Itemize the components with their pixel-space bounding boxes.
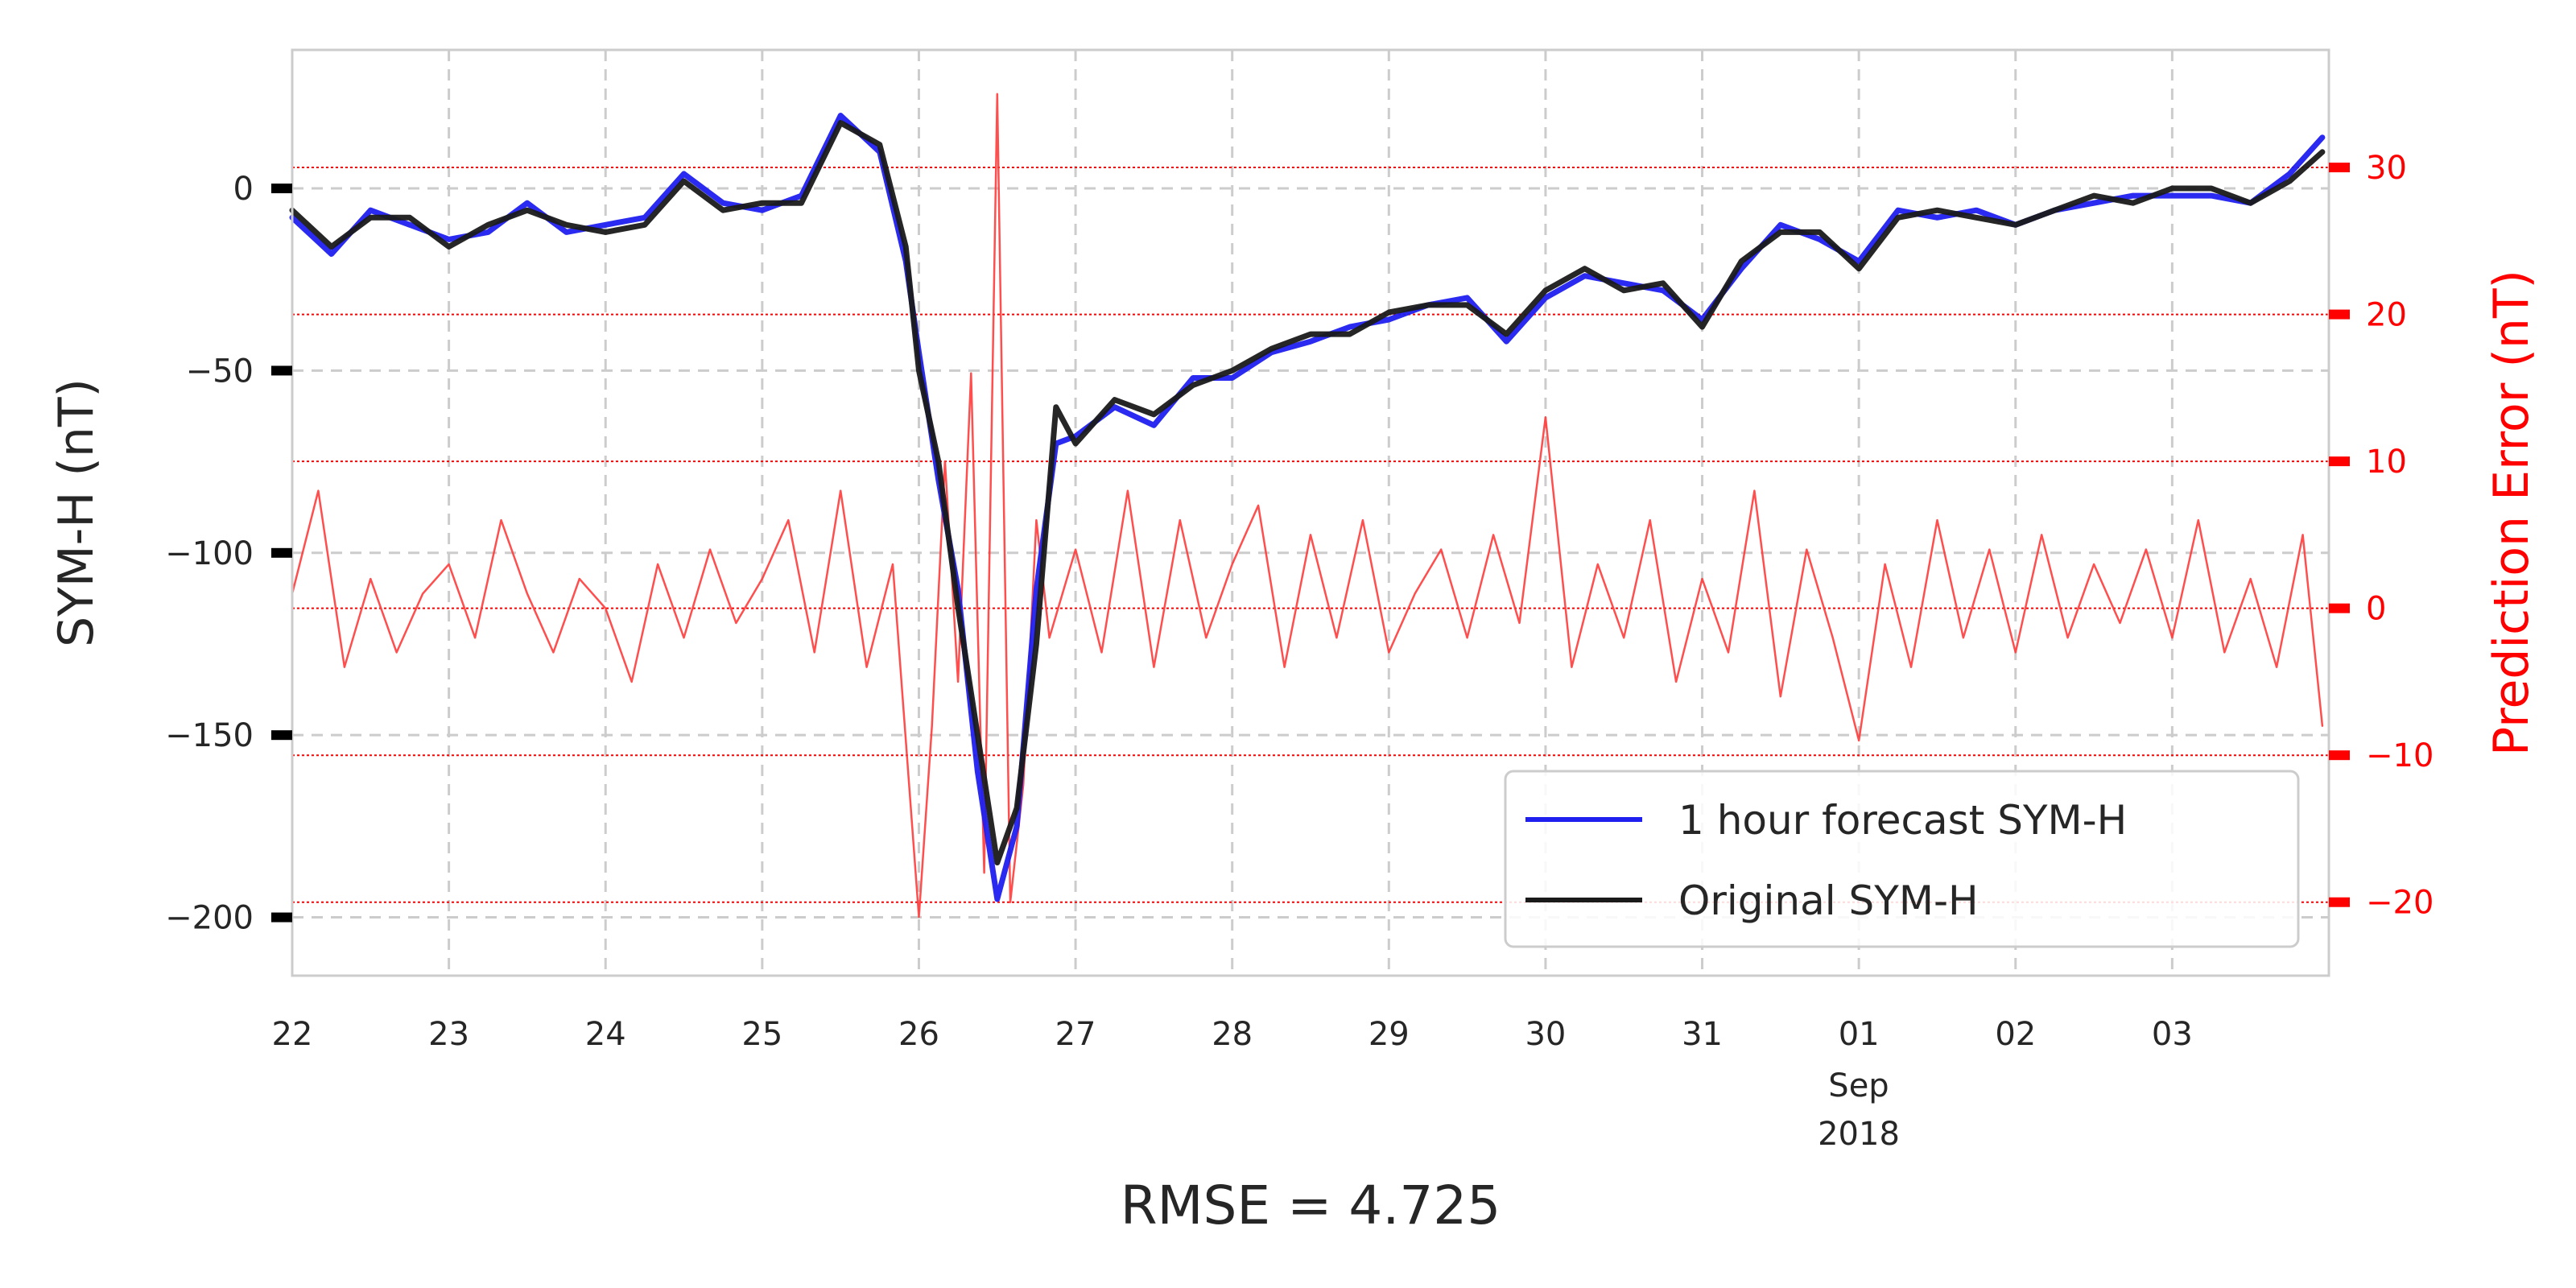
x-tick-label-24: 24	[585, 1016, 626, 1053]
x-tick-label-01: 01	[1839, 1016, 1880, 1053]
y2-tick-mark--10	[2329, 750, 2350, 761]
y-axis-ticks: 0 −50 −100 −150 −200	[165, 171, 292, 937]
x-tick-label-25: 25	[741, 1016, 782, 1053]
y-tick-label-0: 0	[233, 171, 254, 208]
x-tick-label-23: 23	[428, 1016, 469, 1053]
x-tick-label-22: 22	[272, 1016, 313, 1053]
y-tick-mark-0	[271, 184, 292, 194]
legend-label-forecast: 1 hour forecast SYM-H	[1678, 797, 2127, 844]
y2-tick-mark--20	[2329, 897, 2350, 907]
y-tick-label--100: −100	[165, 535, 254, 572]
y-tick-mark--200	[271, 912, 292, 923]
y2-tick-label-30: 30	[2366, 150, 2407, 187]
grid-lines	[292, 50, 2329, 976]
y2-axis-ticks: 30 20 10 0 −10 −20	[2329, 150, 2434, 922]
y-tick-label--50: −50	[186, 353, 254, 390]
legend-label-original: Original SYM-H	[1678, 877, 1979, 924]
x-tick-label-02: 02	[1995, 1016, 2036, 1053]
y2-tick-mark-20	[2329, 309, 2350, 320]
y2-tick-mark-30	[2329, 163, 2350, 173]
x-tick-label-31: 31	[1682, 1016, 1723, 1053]
series-line-1	[289, 120, 2326, 866]
y2-axis-title: Prediction Error (nT)	[2483, 270, 2540, 756]
series-line-2	[291, 93, 2324, 919]
y2-tick-label-0: 0	[2366, 591, 2386, 628]
legend: 1 hour forecast SYM-H Original SYM-H	[1504, 770, 2300, 948]
y-tick-label--200: −200	[165, 900, 254, 937]
y2-tick-mark-10	[2329, 456, 2350, 467]
x-axis-title: RMSE = 4.725	[1121, 1174, 1501, 1236]
x-tick-label-26: 26	[898, 1016, 939, 1053]
x-axis-ticks: 22 23 24 25 26 27 28 29 30 31 01 02 03	[272, 1016, 2193, 1053]
x-tick-label-27: 27	[1055, 1016, 1096, 1053]
x-tick-label-03: 03	[2152, 1016, 2193, 1053]
x-sublabel-year: 2018	[1818, 1116, 1900, 1153]
plot-frame	[291, 48, 2330, 977]
legend-box	[1504, 770, 2300, 948]
x-tick-label-30: 30	[1525, 1016, 1566, 1053]
y2-tick-mark-0	[2329, 603, 2350, 613]
y2-tick-label-10: 10	[2366, 444, 2407, 481]
y2-tick-label--20: −20	[2366, 885, 2434, 922]
y-axis-title: SYM-H (nT)	[48, 378, 105, 647]
x-tick-label-28: 28	[1212, 1016, 1253, 1053]
y-tick-mark--150	[271, 730, 292, 741]
y-tick-mark--100	[271, 547, 292, 558]
x-sublabel-month: Sep	[1828, 1067, 1889, 1104]
y-tick-label--150: −150	[165, 717, 254, 754]
series-layer	[289, 93, 2326, 919]
y2-tick-label--10: −10	[2366, 737, 2434, 774]
x-tick-label-29: 29	[1368, 1016, 1410, 1053]
y-tick-mark--50	[271, 365, 292, 376]
y2-tick-label-20: 20	[2366, 297, 2407, 334]
